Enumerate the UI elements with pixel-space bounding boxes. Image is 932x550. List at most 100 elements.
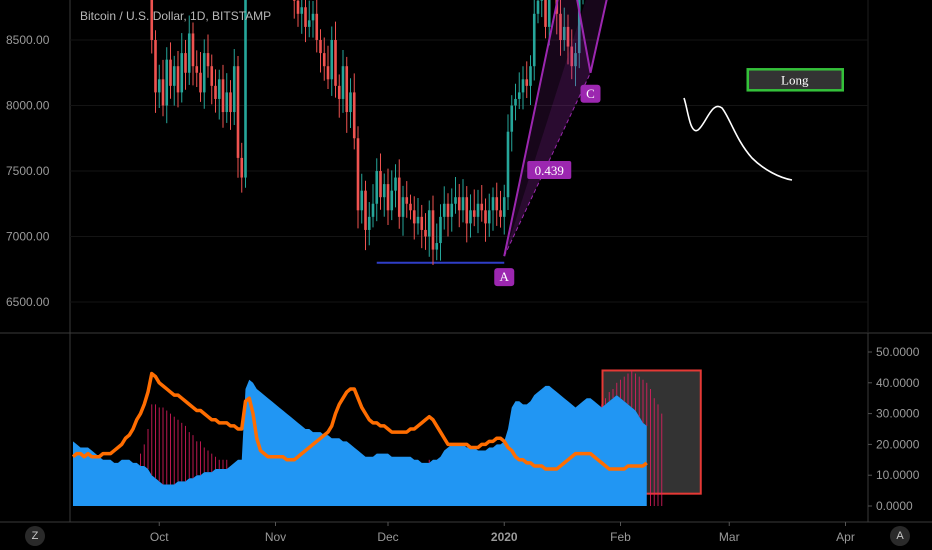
harmonic-pattern: ABCD0.4392.278 bbox=[494, 0, 608, 287]
candle-body bbox=[199, 72, 202, 93]
price-tick-label: 7000.00 bbox=[6, 230, 50, 244]
candle-body bbox=[480, 203, 484, 211]
candle-body bbox=[214, 85, 217, 99]
candle-body bbox=[401, 197, 405, 217]
candle-body bbox=[307, 20, 311, 27]
candle-body bbox=[180, 53, 184, 93]
indicator-pane[interactable] bbox=[71, 369, 702, 506]
indicator-tick-label: 40.0000 bbox=[876, 376, 920, 390]
candle-body bbox=[484, 210, 487, 224]
candle-body bbox=[450, 203, 454, 217]
candle-body bbox=[210, 66, 214, 86]
candle-body bbox=[525, 79, 529, 86]
candle-body bbox=[330, 40, 334, 80]
candle-body bbox=[157, 79, 161, 93]
candle-body bbox=[570, 46, 574, 67]
candle-body bbox=[446, 203, 450, 217]
candle-body bbox=[232, 66, 236, 113]
candle-body bbox=[367, 216, 371, 230]
candle-body bbox=[206, 53, 210, 67]
time-tick-label: Apr bbox=[836, 530, 855, 544]
candle-body bbox=[502, 197, 506, 217]
indicator-area bbox=[73, 379, 647, 506]
candle-body bbox=[169, 59, 172, 86]
candle-body bbox=[229, 92, 232, 113]
candle-body bbox=[337, 85, 341, 99]
time-tick-label: 2020 bbox=[491, 530, 518, 544]
candlestick-series[interactable] bbox=[72, 0, 648, 266]
candle-body bbox=[326, 66, 330, 80]
candle-body bbox=[244, 0, 247, 178]
candle-body bbox=[371, 203, 375, 217]
candle-body bbox=[562, 26, 566, 40]
time-tick-label: Mar bbox=[719, 530, 740, 544]
candle-body bbox=[236, 66, 240, 158]
candle-body bbox=[379, 171, 382, 198]
candle-body bbox=[405, 197, 409, 204]
candle-body bbox=[454, 197, 457, 204]
candle-body bbox=[529, 66, 532, 86]
candle-body bbox=[547, 0, 551, 27]
projection-curve bbox=[683, 97, 793, 181]
candle-body bbox=[536, 0, 540, 14]
candle-body bbox=[574, 53, 577, 67]
time-tick-label: Nov bbox=[265, 530, 286, 544]
candle-body bbox=[559, 13, 562, 41]
long-box bbox=[746, 68, 844, 92]
candle-body bbox=[431, 210, 435, 250]
indicator-tick-label: 30.0000 bbox=[876, 407, 920, 421]
harmonic-point-tag bbox=[580, 84, 601, 103]
candle-body bbox=[150, 0, 154, 40]
projection-path bbox=[683, 97, 793, 181]
candle-body bbox=[202, 53, 206, 93]
left-corner-button[interactable]: Z bbox=[25, 526, 45, 546]
candle-body bbox=[386, 184, 390, 211]
candle-body bbox=[195, 66, 199, 73]
candle-body bbox=[176, 66, 180, 93]
candle-body bbox=[364, 190, 367, 230]
candle-body bbox=[457, 197, 461, 211]
harmonic-point-label: C bbox=[586, 86, 595, 101]
candle-body bbox=[435, 243, 439, 250]
candle-body bbox=[420, 216, 424, 230]
candle-body bbox=[461, 197, 465, 211]
candle-body bbox=[191, 33, 195, 67]
candle-body bbox=[311, 13, 315, 21]
candle-body bbox=[322, 53, 326, 67]
indicator-line bbox=[71, 371, 648, 471]
right-corner-button[interactable]: A bbox=[890, 526, 910, 546]
price-tick-label: 8000.00 bbox=[6, 99, 50, 113]
candle-body bbox=[352, 92, 356, 139]
candle-body bbox=[409, 203, 412, 211]
candle-body bbox=[544, 0, 547, 27]
candle-body bbox=[472, 210, 476, 217]
candle-body bbox=[300, 7, 304, 14]
candle-body bbox=[506, 131, 510, 198]
candle-body bbox=[577, 0, 581, 54]
axes: 6500.007000.007500.008000.008500.009000.… bbox=[6, 33, 920, 544]
harmonic-zigzag bbox=[503, 0, 608, 257]
candle-body bbox=[442, 203, 446, 217]
indicator-tick-label: 50.0000 bbox=[876, 345, 920, 359]
candle-body bbox=[382, 184, 386, 198]
harmonic-triangle-abc bbox=[504, 0, 591, 257]
harmonic-triangle-acd bbox=[504, 0, 607, 257]
candle-body bbox=[349, 92, 352, 113]
candle-body bbox=[416, 216, 420, 224]
candle-body bbox=[375, 171, 379, 204]
candle-body bbox=[217, 79, 221, 99]
indicator-tick-label: 10.0000 bbox=[876, 468, 920, 482]
chart-title: Bitcoin / U.S. Dollar, 1D, BITSTAMP bbox=[80, 9, 271, 23]
candle-body bbox=[390, 190, 394, 211]
indicator-tick-label: 20.0000 bbox=[876, 437, 920, 451]
candle-body bbox=[334, 40, 337, 86]
candle-body bbox=[495, 197, 499, 211]
candle-body bbox=[225, 92, 229, 113]
time-tick-label: Dec bbox=[377, 530, 398, 544]
candle-body bbox=[427, 210, 431, 237]
price-tick-label: 7500.00 bbox=[6, 164, 50, 178]
candle-body bbox=[514, 98, 517, 106]
candle-body bbox=[499, 210, 502, 217]
candle-body bbox=[517, 92, 521, 99]
